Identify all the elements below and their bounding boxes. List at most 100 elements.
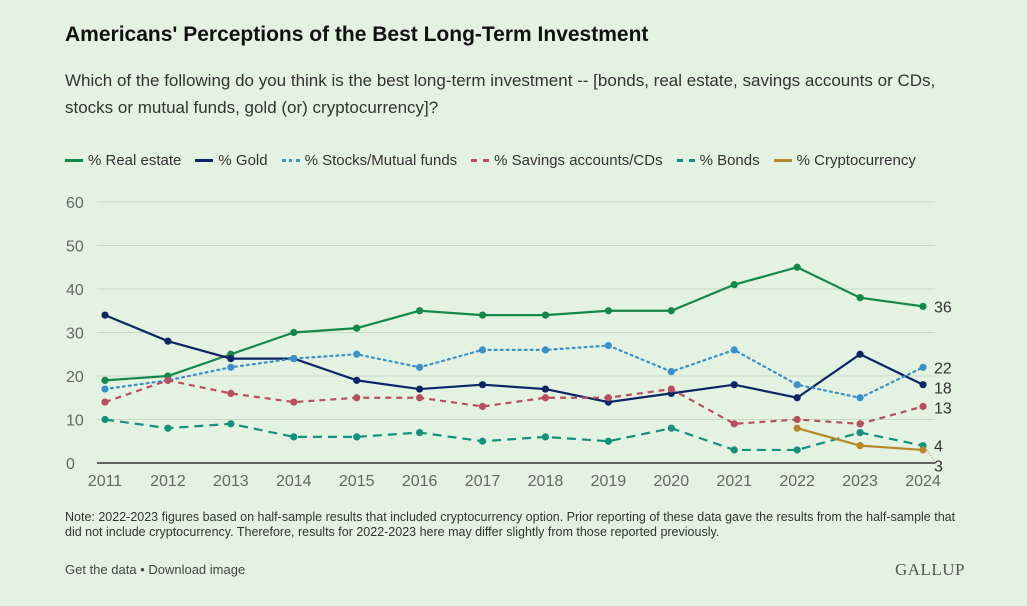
data-point-cryptocurrency [919, 446, 927, 454]
legend-label: % Real estate [88, 152, 182, 169]
data-point-bonds [856, 428, 864, 437]
get-data-link[interactable]: Get the data [65, 562, 137, 577]
data-point-bonds [353, 433, 361, 441]
data-point-savings-accounts-cds [856, 420, 864, 428]
x-tick-label: 2015 [339, 473, 375, 490]
legend-item-stocks-mutual-funds: % Stocks/Mutual funds [281, 152, 458, 169]
legend-swatch [195, 159, 214, 162]
data-point-stocks-mutual-funds [416, 363, 424, 371]
x-tick-label: 2011 [88, 473, 123, 490]
legend-swatch [676, 159, 695, 162]
data-point-bonds [290, 433, 298, 441]
data-point-bonds [227, 420, 235, 428]
x-tick-label: 2022 [779, 473, 815, 490]
data-point-stocks-mutual-funds [604, 341, 612, 350]
data-point-cryptocurrency [856, 442, 864, 450]
data-point-bonds [793, 446, 801, 454]
legend-swatch [281, 159, 300, 162]
x-tick-label: 2020 [654, 473, 690, 490]
data-point-stocks-mutual-funds [290, 355, 298, 363]
data-point-gold [353, 376, 361, 384]
data-point-bonds [541, 433, 550, 441]
legend-item-savings-accounts-cds: % Savings accounts/CDs [471, 152, 663, 169]
data-point-stocks-mutual-funds [856, 394, 864, 402]
series-line-real-estate [104, 266, 924, 382]
data-point-real-estate [856, 294, 864, 302]
x-tick-label: 2024 [905, 473, 941, 490]
x-tick-label: 2021 [716, 473, 752, 490]
data-point-savings-accounts-cds [164, 376, 172, 384]
y-tick-label: 40 [66, 282, 84, 299]
legend-item-bonds: % Bonds [676, 152, 760, 169]
data-point-savings-accounts-cds [290, 398, 298, 406]
data-point-stocks-mutual-funds [919, 363, 927, 371]
data-point-real-estate [604, 307, 612, 315]
data-point-savings-accounts-cds [793, 415, 801, 424]
data-point-bonds [416, 428, 424, 437]
y-tick-label: 0 [66, 456, 75, 473]
data-point-bonds [478, 437, 487, 445]
data-point-savings-accounts-cds [541, 394, 550, 402]
legend-label: % Bonds [699, 152, 760, 169]
end-label: 3 [934, 459, 943, 476]
y-tick-label: 10 [66, 413, 84, 430]
data-point-savings-accounts-cds [353, 394, 361, 402]
data-point-stocks-mutual-funds [353, 350, 361, 358]
x-tick-label: 2018 [528, 473, 564, 490]
download-image-link[interactable]: Download image [148, 562, 246, 577]
data-point-real-estate [416, 307, 424, 315]
data-point-bonds [164, 424, 172, 432]
legend-swatch [773, 159, 792, 162]
data-point-real-estate [667, 307, 675, 315]
series-line-stocks-mutual-funds [103, 344, 925, 399]
data-point-real-estate [101, 376, 109, 384]
data-point-gold [164, 337, 172, 345]
data-point-gold [541, 385, 550, 393]
data-point-stocks-mutual-funds [667, 368, 675, 376]
legend-label: % Cryptocurrency [796, 152, 916, 169]
data-point-cryptocurrency [793, 424, 801, 432]
data-point-stocks-mutual-funds [541, 346, 550, 354]
data-point-gold [919, 381, 927, 389]
link-separator: • [136, 562, 149, 577]
data-point-gold [416, 385, 424, 393]
data-point-bonds [101, 415, 109, 424]
y-tick-label: 20 [66, 369, 84, 386]
data-point-real-estate [541, 311, 550, 319]
legend-label: % Stocks/Mutual funds [304, 152, 458, 169]
data-point-savings-accounts-cds [478, 402, 487, 411]
legend-label: % Savings accounts/CDs [494, 152, 663, 169]
x-tick-label: 2019 [591, 473, 627, 490]
data-point-stocks-mutual-funds [793, 381, 801, 389]
data-point-gold [227, 355, 235, 363]
data-point-real-estate [353, 324, 361, 332]
data-point-real-estate [919, 302, 927, 310]
legend-item-real-estate: % Real estate [65, 152, 181, 169]
x-tick-label: 2017 [465, 473, 501, 490]
y-tick-label: 30 [66, 326, 84, 343]
data-point-savings-accounts-cds [101, 398, 109, 406]
data-point-gold [730, 381, 738, 389]
end-label: 4 [934, 439, 943, 456]
data-point-savings-accounts-cds [227, 389, 235, 397]
data-point-bonds [604, 437, 612, 445]
end-label: 22 [934, 360, 952, 377]
footnote: Note: 2022-2023 figures based on half-sa… [65, 510, 956, 539]
data-point-stocks-mutual-funds [478, 346, 487, 354]
data-point-bonds [730, 446, 738, 454]
series-line-gold [104, 314, 924, 404]
legend-label: % Gold [218, 152, 268, 169]
end-label: 18 [934, 380, 952, 397]
x-tick-label: 2014 [276, 473, 312, 490]
data-point-bonds [667, 424, 675, 432]
end-label: 36 [934, 299, 952, 316]
data-point-savings-accounts-cds [730, 420, 738, 428]
data-point-gold [793, 394, 801, 402]
chart-title: Americans' Perceptions of the Best Long-… [65, 23, 649, 46]
footer-links: Get the data • Download image [65, 562, 245, 577]
gallup-logo: GALLUP [894, 560, 965, 579]
x-tick-label: 2023 [842, 473, 878, 490]
data-point-stocks-mutual-funds [227, 363, 235, 371]
y-tick-label: 60 [66, 195, 84, 212]
